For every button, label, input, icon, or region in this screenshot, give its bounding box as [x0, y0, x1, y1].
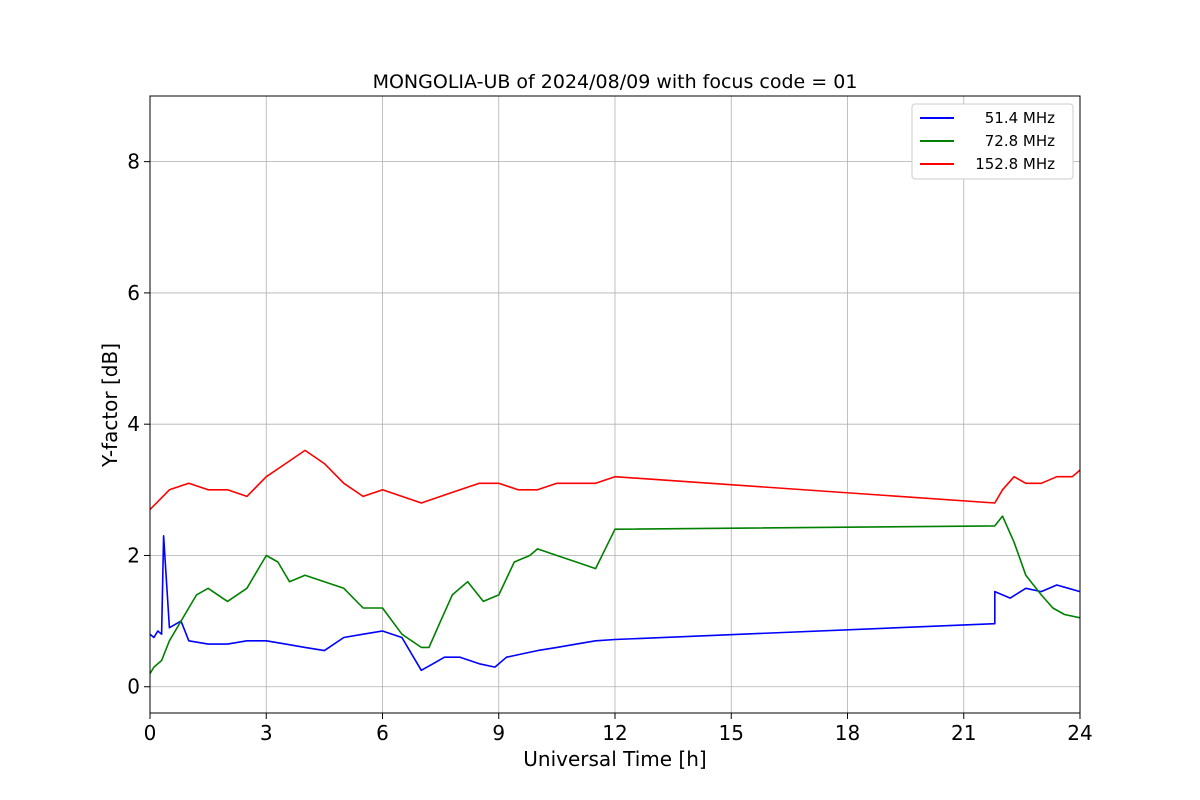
legend-label: 152.8 MHz [975, 155, 1055, 173]
y-tick-label: 4 [127, 412, 140, 436]
x-tick-label: 18 [835, 721, 860, 745]
y-axis: 0 2 4 6 8 [127, 150, 150, 699]
legend-label: 51.4 MHz [985, 109, 1055, 127]
x-tick-label: 9 [492, 721, 505, 745]
y-tick-label: 6 [127, 281, 140, 305]
x-tick-label: 21 [951, 721, 976, 745]
x-tick-label: 24 [1067, 721, 1092, 745]
legend: 51.4 MHz 72.8 MHz 152.8 MHz [911, 103, 1074, 180]
series-line-2 [149, 515, 1081, 675]
x-tick-label: 15 [719, 721, 744, 745]
x-axis: 0 3 6 9 12 15 18 21 24 [144, 713, 1093, 745]
legend-label: 72.8 MHz [985, 132, 1055, 150]
y-tick-label: 2 [127, 543, 140, 567]
x-tick-label: 3 [260, 721, 273, 745]
chart-title: MONGOLIA-UB of 2024/08/09 with focus cod… [373, 71, 858, 93]
y-tick-label: 0 [127, 675, 140, 699]
legend-box [911, 103, 1074, 180]
y-tick-label: 8 [127, 150, 140, 174]
x-tick-label: 6 [376, 721, 389, 745]
plot-area [149, 449, 1081, 675]
series-line-1 [149, 534, 1081, 672]
x-tick-label: 0 [144, 721, 157, 745]
series-line-3 [149, 449, 1081, 511]
x-tick-label: 12 [602, 721, 627, 745]
x-axis-label: Universal Time [h] [523, 747, 706, 771]
y-axis-label: Y-factor [dB] [98, 343, 122, 468]
